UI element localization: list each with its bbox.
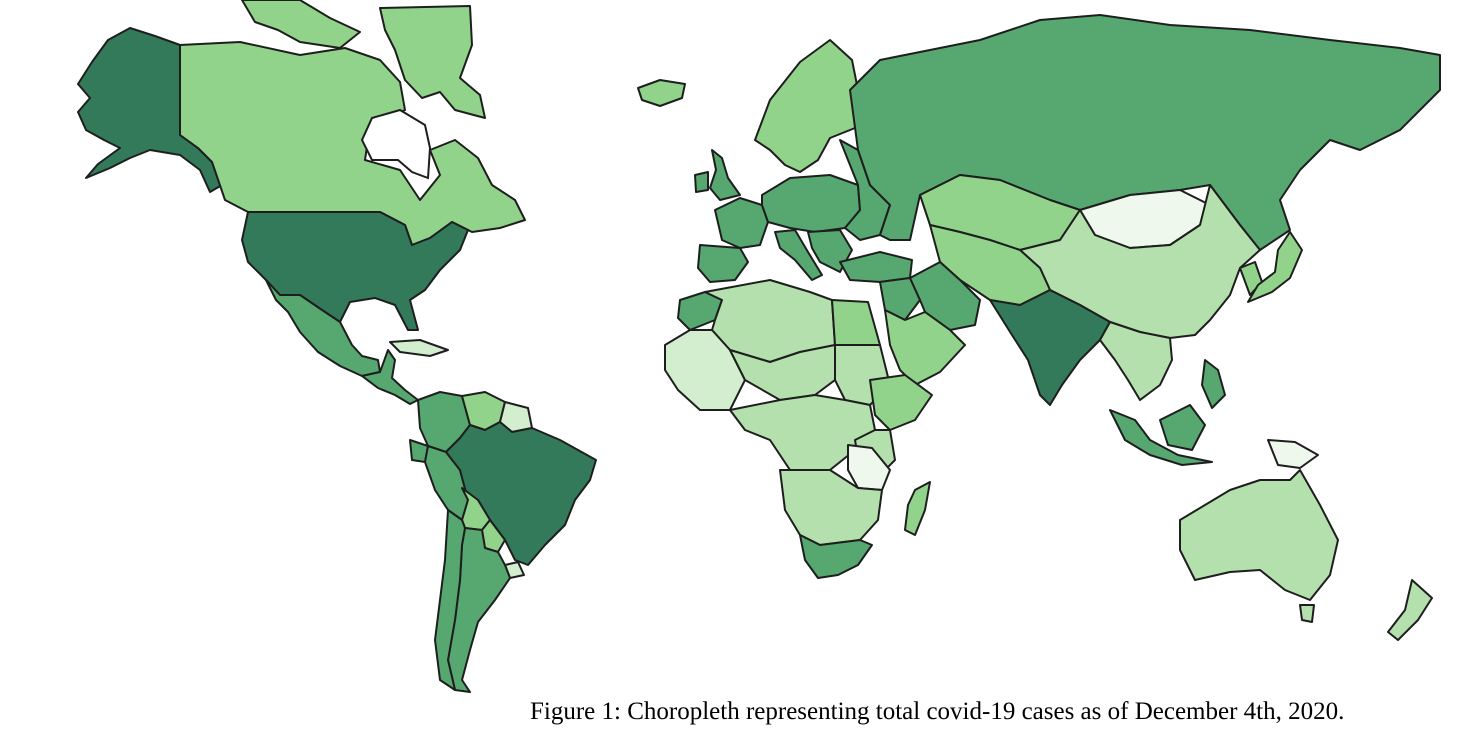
new-zealand [1387,579,1433,641]
hudson-bay [360,108,432,180]
mexico [265,279,381,377]
borneo [1159,404,1206,451]
south-africa [799,534,873,579]
cuba [389,339,449,357]
ireland [694,171,709,193]
united-kingdom [709,149,741,201]
italy [774,229,823,281]
southern-africa [779,469,883,546]
iberia [697,244,749,283]
russia [849,14,1441,251]
greenland [379,5,486,119]
tasmania [1299,604,1315,623]
middle-east [879,277,921,321]
southeast-asia [1099,321,1173,401]
india [989,289,1111,406]
australia [1179,469,1339,601]
west-africa [664,329,746,411]
france [714,197,769,249]
egypt [831,299,881,346]
chile [434,509,466,691]
indonesia [1109,409,1213,466]
madagascar [904,481,931,536]
arabian-peninsula [884,309,966,386]
japan [1247,231,1303,303]
turkey [839,251,913,283]
papua-new-guinea [1267,439,1319,469]
central-america [361,349,419,405]
philippines [1201,359,1226,409]
figure-caption: Figure 1: Choropleth representing total … [530,698,1345,725]
central-europe [761,174,861,233]
horn-of-africa [869,374,933,431]
iceland [637,79,686,107]
arctic-islands [241,0,361,49]
